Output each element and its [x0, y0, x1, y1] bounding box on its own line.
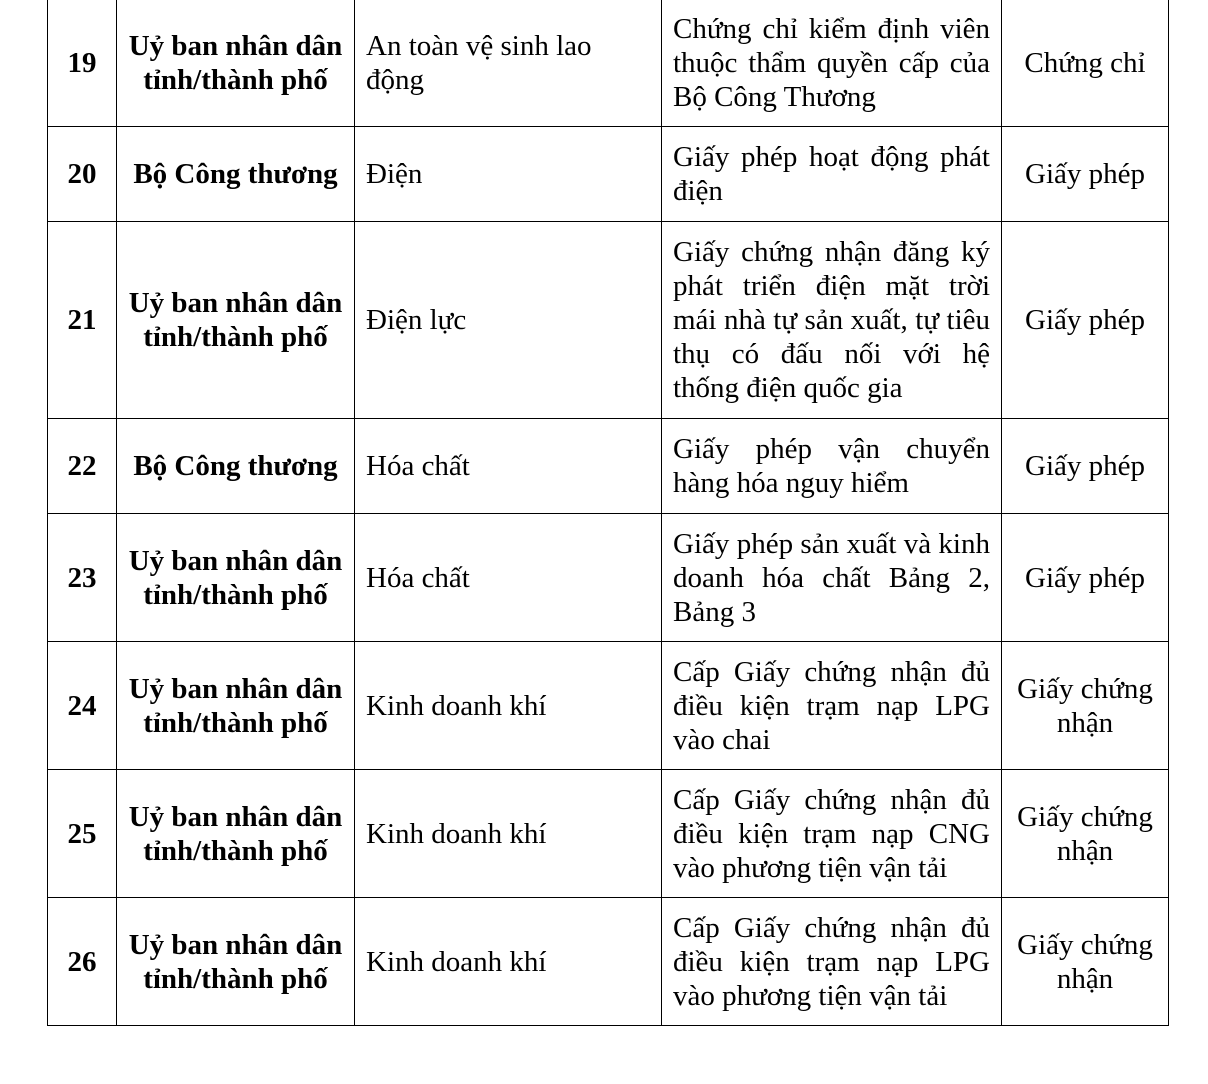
row-number: 21 — [47, 221, 117, 419]
agency-cell: Uỷ ban nhân dân tỉnh/thành phố — [116, 0, 355, 127]
field-cell: Hóa chất — [354, 418, 662, 514]
table-row: 24 Uỷ ban nhân dân tỉnh/thành phố Kinh doa… — [47, 641, 1169, 770]
procedure-cell: Chứng chỉ kiểm định viên thuộc thẩm quyề… — [661, 0, 1002, 127]
procedure-cell: Cấp Giấy chứng nhận đủ điều kiện trạm nạ… — [661, 769, 1002, 898]
document-type-cell: Giấy chứng nhận — [1001, 897, 1169, 1026]
document-type-cell: Giấy phép — [1001, 418, 1169, 514]
field-cell: Hóa chất — [354, 513, 662, 642]
row-number: 26 — [47, 897, 117, 1026]
field-cell: Kinh doanh khí — [354, 641, 662, 770]
procedure-cell: Cấp Giấy chứng nhận đủ điều kiện trạm nạ… — [661, 641, 1002, 770]
agency-cell: Uỷ ban nhân dân tỉnh/thành phố — [116, 769, 355, 898]
field-cell: Điện — [354, 126, 662, 222]
document-type-cell: Giấy phép — [1001, 126, 1169, 222]
table-row: 20 Bộ Công thương Điện Giấy phép hoạt động … — [47, 126, 1169, 222]
agency-cell: Bộ Công thương — [116, 126, 355, 222]
field-cell: Kinh doanh khí — [354, 769, 662, 898]
procedures-table: 19 Uỷ ban nhân dân tỉnh/thành phố An toàn … — [47, 0, 1169, 1026]
document-type-cell: Giấy chứng nhận — [1001, 769, 1169, 898]
procedure-cell: Giấy phép sản xuất và kinh doanh hóa chấ… — [661, 513, 1002, 642]
agency-cell: Uỷ ban nhân dân tỉnh/thành phố — [116, 221, 355, 419]
document-type-cell: Chứng chỉ — [1001, 0, 1169, 127]
agency-cell: Uỷ ban nhân dân tỉnh/thành phố — [116, 513, 355, 642]
document-type-cell: Giấy phép — [1001, 221, 1169, 419]
row-number: 19 — [47, 0, 117, 127]
table-row: 19 Uỷ ban nhân dân tỉnh/thành phố An toàn … — [47, 0, 1169, 127]
procedure-cell: Cấp Giấy chứng nhận đủ điều kiện trạm nạ… — [661, 897, 1002, 1026]
table-row: 22 Bộ Công thương Hóa chất Giấy phép vận ch… — [47, 418, 1169, 514]
row-number: 22 — [47, 418, 117, 514]
agency-cell: Uỷ ban nhân dân tỉnh/thành phố — [116, 641, 355, 770]
table-row: 23 Uỷ ban nhân dân tỉnh/thành phố Hóa chất… — [47, 513, 1169, 642]
procedure-cell: Giấy phép hoạt động phát điện — [661, 126, 1002, 222]
row-number: 23 — [47, 513, 117, 642]
agency-cell: Bộ Công thương — [116, 418, 355, 514]
field-cell: Kinh doanh khí — [354, 897, 662, 1026]
procedure-cell: Giấy chứng nhận đăng ký phát triển điện … — [661, 221, 1002, 419]
row-number: 20 — [47, 126, 117, 222]
table-row: 25 Uỷ ban nhân dân tỉnh/thành phố Kinh doa… — [47, 769, 1169, 898]
procedure-cell: Giấy phép vận chuyển hàng hóa nguy hiểm — [661, 418, 1002, 514]
document-type-cell: Giấy phép — [1001, 513, 1169, 642]
table-row: 21 Uỷ ban nhân dân tỉnh/thành phố Điện lực… — [47, 221, 1169, 419]
agency-cell: Uỷ ban nhân dân tỉnh/thành phố — [116, 897, 355, 1026]
document-type-cell: Giấy chứng nhận — [1001, 641, 1169, 770]
table-row: 26 Uỷ ban nhân dân tỉnh/thành phố Kinh doa… — [47, 897, 1169, 1026]
field-cell: An toàn vệ sinh lao động — [354, 0, 662, 127]
row-number: 25 — [47, 769, 117, 898]
field-cell: Điện lực — [354, 221, 662, 419]
row-number: 24 — [47, 641, 117, 770]
